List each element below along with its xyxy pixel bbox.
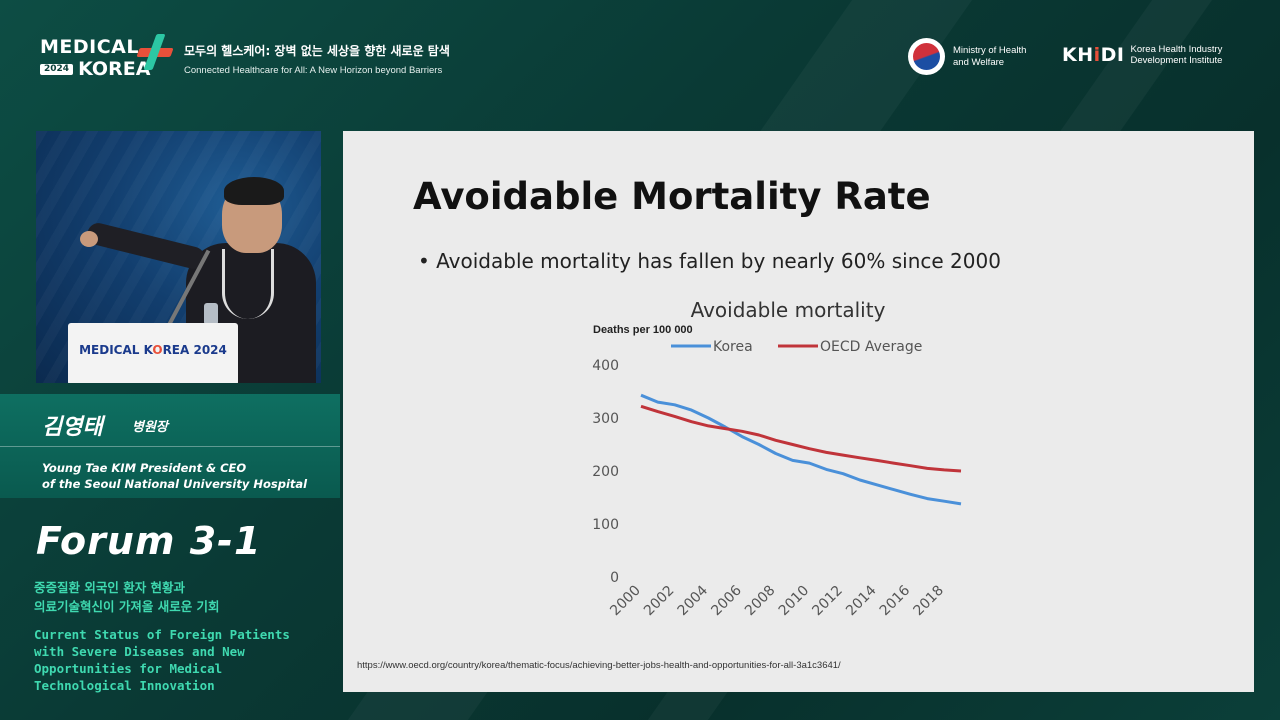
x-tick-label: 2010 — [776, 583, 813, 620]
x-tick-label: 2002 — [641, 583, 678, 620]
slide-source-url: https://www.oecd.org/country/korea/thema… — [357, 660, 841, 671]
session-title-en: Current Status of Foreign Patients with … — [34, 627, 290, 693]
y-tick-label: 200 — [592, 464, 619, 480]
x-tick-label: 2014 — [843, 582, 880, 619]
y-tick-label: 400 — [592, 358, 619, 374]
water-bottle — [204, 303, 218, 325]
slide-bullet: • Avoidable mortality has fallen by near… — [418, 249, 1001, 273]
speaker-name-en: Young Tae KIM President & CEO of the Seo… — [42, 461, 308, 491]
speaker-hair — [224, 177, 284, 205]
speaker-name-ko: 김영태 — [42, 415, 103, 440]
y-tick-label: 300 — [592, 411, 619, 427]
plus-icon — [132, 30, 176, 74]
brand-line1: MEDICAL — [40, 36, 139, 58]
x-tick-label: 2006 — [708, 582, 745, 619]
khidi-line2: Development Institute — [1130, 55, 1223, 66]
ministry-line2: and Welfare — [953, 56, 1005, 68]
x-tick-label: 2008 — [742, 583, 779, 620]
brand-year: 2024 — [40, 64, 74, 75]
podium-sign: MEDICAL KOREA 2024 — [79, 343, 227, 357]
legend-item: Korea — [713, 339, 753, 355]
medical-korea-logo: MEDICAL 2024 KOREA — [40, 33, 176, 80]
speaker-video: MEDICAL KOREA 2024 — [36, 131, 321, 383]
ministry-logo: Ministry of Health and Welfare — [908, 38, 1026, 75]
y-tick-label: 0 — [610, 570, 619, 586]
legend-item: OECD Average — [820, 339, 922, 355]
lanyard — [222, 249, 274, 319]
speaker-title-ko: 병원장 — [132, 420, 168, 435]
tagline-en: Connected Healthcare for All: A New Hori… — [184, 65, 443, 76]
y-tick-label: 100 — [592, 517, 619, 533]
tagline-ko: 모두의 헬스케어: 장벽 없는 세상을 향한 새로운 탐색 — [184, 44, 450, 58]
x-tick-label: 2004 — [675, 582, 712, 619]
x-tick-label: 2000 — [607, 583, 644, 620]
chart-title: Avoidable mortality — [691, 298, 886, 322]
series-line-korea — [640, 393, 962, 506]
khidi-line1: Korea Health Industry — [1130, 44, 1223, 55]
x-tick-label: 2018 — [910, 583, 947, 620]
forum-label: Forum 3-1 — [36, 519, 262, 563]
ministry-line1: Ministry of Health — [953, 44, 1027, 56]
x-tick-label: 2012 — [809, 583, 846, 620]
khidi-logo: KHiDI Korea Health Industry Development … — [1062, 44, 1222, 66]
series-line-oecd-average — [640, 404, 962, 473]
khidi-wordmark: KHiDI — [1062, 44, 1125, 66]
speaker-hand — [80, 231, 98, 247]
brand-line2: KOREA — [78, 58, 151, 80]
mortality-chart: Avoidable mortality Deaths per 100 000 Kor… — [592, 298, 962, 620]
podium: MEDICAL KOREA 2024 — [68, 323, 238, 383]
x-tick-label: 2016 — [877, 582, 914, 619]
tagline: 모두의 헬스케어: 장벽 없는 세상을 향한 새로운 탐색 Connected … — [184, 42, 450, 76]
presentation-slide: Avoidable Mortality Rate • Avoidable mor… — [343, 131, 1254, 692]
speaker-nameplate: 김영태 병원장 Young Tae KIM President & CEO of… — [0, 394, 340, 498]
y-axis-label: Deaths per 100 000 — [593, 324, 693, 336]
taeguk-icon — [908, 38, 945, 75]
slide-title: Avoidable Mortality Rate — [413, 175, 931, 218]
session-title-ko: 중증질환 외국인 환자 현황과 의료기술혁신이 가져올 새로운 기회 — [34, 580, 220, 614]
